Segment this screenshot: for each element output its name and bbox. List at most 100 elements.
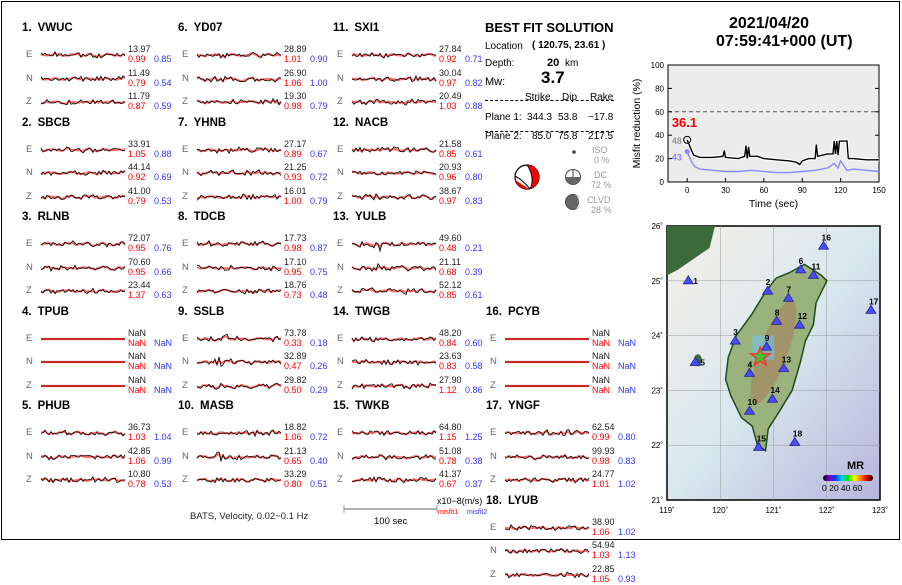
component-label: E — [337, 143, 344, 155]
amplitude-value: 28.89 — [284, 44, 307, 54]
series-line-48 — [686, 139, 879, 166]
misfit1-value: NaN — [128, 361, 147, 371]
station-label: 12 — [798, 311, 808, 321]
misfit2-value: NaN — [154, 337, 173, 348]
component-label: Z — [490, 568, 496, 580]
misfit2-value: 0.79 — [310, 101, 328, 111]
observed-waveform — [40, 453, 126, 461]
station-title: 18. LYUB — [486, 495, 538, 507]
station-number: 3. — [22, 211, 32, 223]
station-number: 1. — [22, 22, 32, 34]
x-axis-label: Time (sec) — [749, 198, 798, 210]
misfit2-value: NaN — [618, 361, 637, 371]
component-label: E — [182, 427, 189, 438]
waveform-trace — [351, 192, 437, 201]
waveform-trace — [196, 356, 282, 367]
synthetic-waveform — [196, 75, 282, 82]
best-misfit-value: 36.1 — [672, 115, 697, 130]
y-axis-label: Misfit reduction (%) — [631, 79, 643, 169]
misfit1-value: 0.95 — [128, 243, 146, 253]
misfit1-value: 0.85 — [439, 290, 457, 300]
amplitude-value: 36.73 — [128, 422, 151, 432]
misfit1-legend: misfit1 — [438, 509, 459, 516]
misfit2-value: NaN — [618, 384, 637, 395]
component-label: E — [337, 332, 344, 344]
waveform-trace — [196, 192, 282, 201]
amplitude-value: 48.20 — [439, 327, 462, 338]
waveform-trace — [196, 288, 282, 295]
lat-tick-label: 25˚ — [651, 277, 663, 286]
station-label: 13 — [782, 354, 792, 364]
component-label: E — [490, 332, 497, 344]
station-triangle-icon — [807, 269, 820, 279]
x-tick-label: 30 — [721, 186, 730, 195]
station-label: 16 — [822, 232, 832, 242]
misfit2-value: NaN — [154, 361, 173, 371]
misfit1-value: 1.06 — [128, 455, 146, 466]
misfit1-value: 0.50 — [284, 384, 302, 395]
station-name: TDCB — [193, 211, 226, 223]
component-label: E — [337, 427, 344, 438]
observed-waveform — [196, 169, 282, 177]
misfit1-value: 0.80 — [284, 479, 302, 489]
component-label: N — [337, 167, 344, 178]
amplitude-value: 26.90 — [284, 67, 307, 78]
component-label: E — [26, 143, 33, 155]
component-label: Z — [26, 285, 32, 296]
station-label: 3 — [733, 327, 738, 337]
misfit2-value: 0.48 — [310, 290, 328, 300]
scale-bar-label: 100 sec — [374, 516, 408, 527]
waveform-trace — [40, 50, 126, 59]
station-triangle-icon — [789, 436, 801, 446]
station-title: 7. YHNB — [178, 117, 226, 129]
plane2-strike: 85.0 — [532, 131, 552, 142]
lon-tick-label: 119˚ — [659, 506, 675, 515]
misfit2-value: 1.00 — [310, 77, 328, 88]
waveform-trace — [196, 97, 282, 106]
misfit2-value: 1.25 — [465, 432, 483, 442]
waveform-trace — [351, 287, 437, 295]
station-title: 11. SXI1 — [333, 22, 379, 34]
component-label: Z — [182, 379, 188, 391]
amplitude-value: 21.11 — [439, 256, 461, 267]
lat-tick-label: 22˚ — [651, 441, 663, 450]
plane1-dip: 53.8 — [558, 112, 578, 123]
misfit1-value: 0.92 — [439, 54, 457, 64]
component-label: N — [337, 261, 344, 273]
observed-waveform — [504, 477, 590, 484]
station-title: 12. NACB — [333, 117, 388, 129]
component-label: E — [182, 332, 189, 344]
station-triangle-icon — [760, 341, 773, 351]
misfit2-value: 0.79 — [310, 195, 328, 206]
amplitude-value: 32.89 — [284, 351, 307, 361]
misfit1-value: 1.15 — [439, 432, 457, 442]
misfit2-value: 0.72 — [310, 432, 328, 442]
station-triangle-icon — [782, 292, 795, 302]
station-name: YULB — [355, 211, 387, 223]
observed-waveform — [196, 333, 282, 343]
observed-waveform — [196, 288, 282, 295]
station-triangle-icon — [743, 367, 756, 377]
waveform-trace — [351, 52, 437, 59]
misfit1-value: 1.01 — [592, 479, 610, 489]
station-label: 8 — [775, 307, 780, 317]
station-number: 8. — [178, 211, 188, 223]
waveform-trace — [41, 337, 125, 340]
misfit1-value: 0.78 — [439, 455, 457, 466]
misfit2-value: 1.02 — [618, 479, 636, 489]
station-name: YNGF — [508, 400, 540, 412]
plot-area — [667, 64, 880, 183]
amplitude-value: 24.77 — [592, 469, 615, 479]
waveform-trace — [40, 169, 126, 176]
network-info: BATS, Velocity, 0.02−0.1 Hz — [190, 511, 309, 522]
misfit1-value: 0.97 — [439, 77, 457, 88]
observed-waveform — [196, 145, 282, 154]
x-tick-label: 120 — [834, 186, 848, 195]
component-label: Z — [182, 190, 188, 202]
waveform-trace — [40, 146, 126, 153]
component-label: E — [182, 49, 189, 60]
station-label: 4 — [748, 359, 753, 369]
station-number: 14. — [333, 305, 349, 318]
misfit2-value: 0.18 — [310, 337, 328, 348]
component-label: Z — [490, 379, 496, 391]
